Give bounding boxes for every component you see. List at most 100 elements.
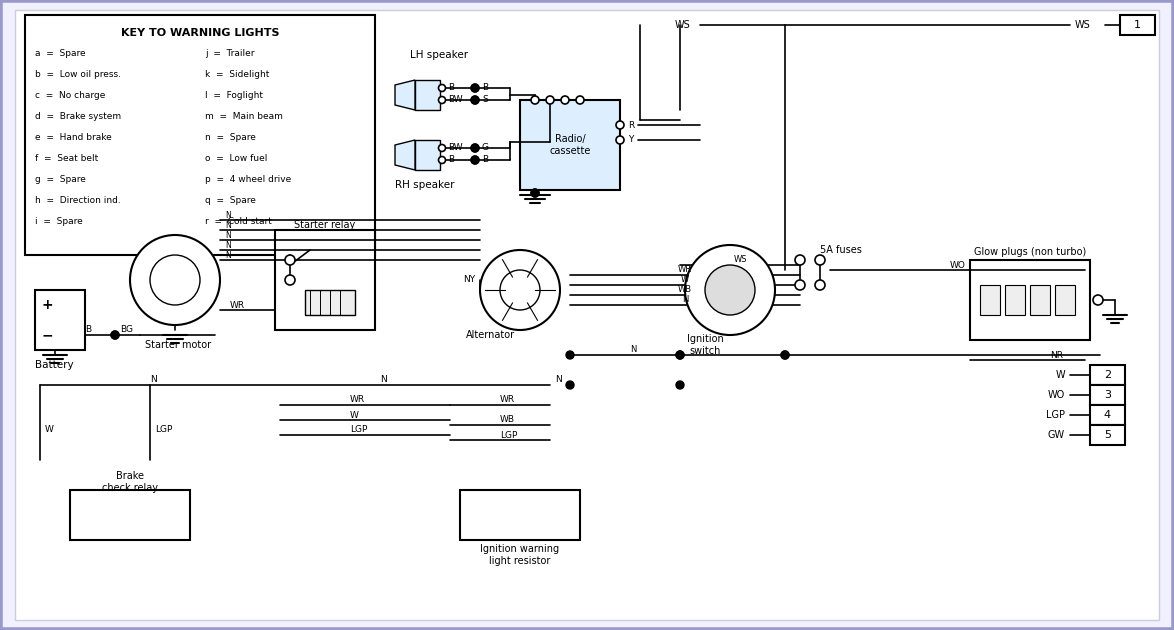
- Bar: [1055, 285, 1075, 315]
- Text: N: N: [225, 251, 231, 260]
- Text: f  =  Seat belt: f = Seat belt: [35, 154, 99, 163]
- Text: BW: BW: [448, 144, 463, 152]
- Circle shape: [781, 351, 789, 359]
- Text: n  =  Spare: n = Spare: [205, 133, 256, 142]
- Circle shape: [616, 121, 625, 129]
- Text: p  =  4 wheel drive: p = 4 wheel drive: [205, 175, 291, 184]
- Text: N: N: [380, 375, 386, 384]
- FancyBboxPatch shape: [15, 10, 1159, 620]
- Circle shape: [112, 331, 119, 339]
- Text: g  =  Spare: g = Spare: [35, 175, 86, 184]
- Text: N: N: [150, 375, 157, 384]
- Circle shape: [439, 84, 445, 91]
- Circle shape: [471, 144, 479, 152]
- Bar: [414, 140, 440, 170]
- Text: Ignition warning
light resistor: Ignition warning light resistor: [480, 544, 560, 566]
- Text: Starter motor: Starter motor: [146, 340, 211, 350]
- Circle shape: [795, 255, 805, 265]
- Circle shape: [561, 96, 569, 104]
- Polygon shape: [394, 80, 414, 110]
- Text: N: N: [225, 231, 231, 241]
- Text: b  =  Low oil press.: b = Low oil press.: [35, 69, 121, 79]
- Bar: [35, 290, 85, 350]
- Text: c  =  No charge: c = No charge: [35, 91, 106, 100]
- Text: LH speaker: LH speaker: [410, 50, 468, 60]
- Text: 5: 5: [1104, 430, 1111, 440]
- Bar: [1089, 405, 1125, 425]
- Circle shape: [285, 255, 295, 265]
- Text: N: N: [225, 212, 231, 220]
- Text: B: B: [448, 84, 454, 93]
- Text: Ignition
switch: Ignition switch: [687, 334, 723, 356]
- Text: d  =  Brake system: d = Brake system: [35, 112, 121, 121]
- Circle shape: [531, 189, 539, 197]
- Circle shape: [439, 96, 445, 103]
- Text: N: N: [225, 222, 231, 231]
- Text: 4: 4: [1104, 410, 1111, 420]
- Circle shape: [684, 245, 775, 335]
- Circle shape: [480, 250, 560, 330]
- Text: Starter relay: Starter relay: [295, 220, 356, 230]
- Text: +: +: [41, 298, 53, 312]
- Text: B: B: [85, 326, 92, 335]
- Text: WS: WS: [734, 256, 747, 265]
- Circle shape: [676, 381, 684, 389]
- Text: LGP: LGP: [155, 425, 173, 435]
- Text: W: W: [1055, 370, 1065, 380]
- Bar: [305, 290, 355, 315]
- Text: WO: WO: [1047, 390, 1065, 400]
- Circle shape: [285, 275, 295, 285]
- Text: Brake
check relay: Brake check relay: [102, 471, 158, 493]
- Text: BW: BW: [448, 96, 463, 105]
- Circle shape: [616, 136, 625, 144]
- Bar: [460, 490, 580, 540]
- Text: G: G: [483, 144, 490, 152]
- Text: j  =  Trailer: j = Trailer: [205, 49, 255, 57]
- Text: W: W: [45, 425, 54, 435]
- Bar: [414, 80, 440, 110]
- Bar: [70, 490, 190, 540]
- Bar: [25, 15, 375, 255]
- Text: l  =  Foglight: l = Foglight: [205, 91, 263, 100]
- Text: 1: 1: [1134, 20, 1141, 30]
- Text: BG: BG: [120, 326, 133, 335]
- Text: WB: WB: [677, 285, 691, 294]
- Text: R: R: [628, 120, 634, 130]
- Circle shape: [676, 351, 684, 359]
- Circle shape: [471, 84, 479, 92]
- Text: Y: Y: [628, 135, 634, 144]
- Text: e  =  Hand brake: e = Hand brake: [35, 133, 112, 142]
- Bar: [970, 260, 1089, 340]
- Circle shape: [546, 96, 554, 104]
- Text: W: W: [681, 275, 689, 285]
- Text: B: B: [448, 156, 454, 164]
- Bar: [980, 285, 1000, 315]
- Text: m  =  Main beam: m = Main beam: [205, 112, 283, 121]
- Circle shape: [706, 265, 755, 315]
- Text: WR: WR: [500, 396, 515, 404]
- Text: WR: WR: [677, 265, 691, 275]
- Text: WR: WR: [350, 396, 365, 404]
- Text: Alternator: Alternator: [465, 330, 514, 340]
- Text: h  =  Direction ind.: h = Direction ind.: [35, 196, 121, 205]
- Circle shape: [815, 280, 825, 290]
- Text: WB: WB: [500, 416, 515, 425]
- Circle shape: [566, 381, 574, 389]
- Text: N: N: [682, 295, 688, 304]
- Circle shape: [500, 270, 540, 310]
- Circle shape: [795, 280, 805, 290]
- Bar: [275, 230, 375, 330]
- Circle shape: [471, 84, 479, 92]
- Circle shape: [471, 96, 479, 104]
- Text: LGP: LGP: [500, 430, 518, 440]
- Text: a  =  Spare: a = Spare: [35, 49, 86, 57]
- Circle shape: [1093, 295, 1104, 305]
- Circle shape: [471, 96, 479, 104]
- Text: WO: WO: [950, 260, 966, 270]
- Circle shape: [471, 156, 479, 164]
- Bar: [1005, 285, 1025, 315]
- Text: RH speaker: RH speaker: [394, 180, 454, 190]
- Text: KEY TO WARNING LIGHTS: KEY TO WARNING LIGHTS: [121, 28, 279, 38]
- Circle shape: [676, 351, 684, 359]
- Text: Battery: Battery: [35, 360, 74, 370]
